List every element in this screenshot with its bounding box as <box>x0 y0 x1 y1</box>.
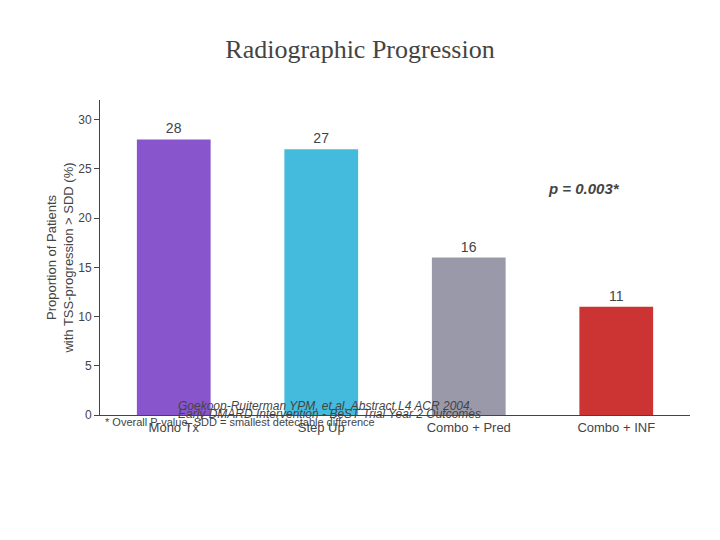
svg-text:16: 16 <box>461 239 477 255</box>
svg-text:11: 11 <box>609 288 624 304</box>
svg-text:* Overall P-value, SDD = small: * Overall P-value, SDD = smallest detect… <box>105 416 375 428</box>
svg-text:p = 0.003*: p = 0.003* <box>548 180 620 197</box>
svg-text:Mono Tx: Mono Tx <box>149 420 200 435</box>
svg-text:Step Up: Step Up <box>298 420 345 435</box>
svg-text:Combo + INF: Combo + INF <box>577 420 655 435</box>
svg-text:15: 15 <box>78 261 92 275</box>
svg-text:Early DMARD Intervention - BeS: Early DMARD Intervention - BeST Trial Ye… <box>178 407 481 421</box>
svg-text:25: 25 <box>78 162 92 176</box>
svg-text:30: 30 <box>78 113 92 127</box>
svg-text:27: 27 <box>313 130 329 146</box>
svg-text:10: 10 <box>78 310 92 324</box>
svg-text:Proportion of Patientswith TSS: Proportion of Patientswith TSS-progressi… <box>44 162 76 353</box>
svg-text:Goekoop-Ruiterman YPM, et al.: Goekoop-Ruiterman YPM, et al. Abstract L… <box>178 399 473 413</box>
svg-text:5: 5 <box>85 359 92 373</box>
svg-text:20: 20 <box>78 211 92 225</box>
svg-text:Radiographic Progression: Radiographic Progression <box>225 35 494 64</box>
svg-text:0: 0 <box>85 408 92 422</box>
svg-text:28: 28 <box>166 120 182 136</box>
svg-text:Combo + Pred: Combo + Pred <box>427 420 511 435</box>
